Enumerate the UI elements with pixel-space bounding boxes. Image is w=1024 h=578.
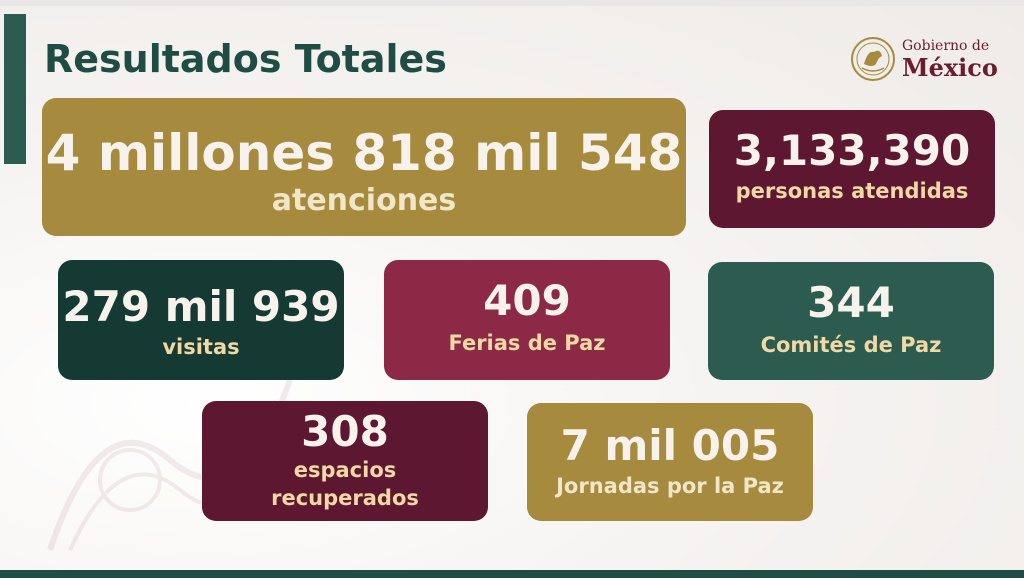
stat-label: Comités de Paz (760, 333, 942, 357)
mexico-seal-icon (851, 37, 895, 81)
stat-card-visitas: 279 mil 939 visitas (58, 260, 344, 380)
stat-value: 3,133,390 (733, 126, 971, 175)
bottom-bar (0, 570, 1024, 578)
stat-value: 279 mil 939 (62, 282, 340, 331)
stat-value: 308 (301, 407, 389, 456)
stat-card-atenciones: 4 millones 818 mil 548 atenciones (42, 98, 686, 236)
top-rule (0, 0, 1024, 6)
stat-card-jornadas-por-la-paz: 7 mil 005 Jornadas por la Paz (527, 403, 813, 521)
page-title: Resultados Totales (44, 37, 447, 81)
stat-label: Jornadas por la Paz (556, 474, 784, 498)
stat-card-ferias-de-paz: 409 Ferias de Paz (384, 260, 670, 380)
stat-value: 7 mil 005 (560, 421, 780, 470)
stat-card-espacios-recuperados: 308 espacios recuperados (202, 401, 488, 521)
stat-value: 344 (807, 278, 895, 327)
stat-label: atenciones (271, 183, 457, 218)
logo-line-1: Gobierno de (902, 38, 990, 54)
stat-value: 409 (483, 276, 571, 325)
stat-label-line-1: espacios (293, 458, 397, 482)
side-accent-bar (4, 14, 26, 164)
logo-line-2: México (902, 53, 998, 82)
stat-value: 4 millones 818 mil 548 (45, 124, 683, 182)
stat-card-personas-atendidas: 3,133,390 personas atendidas (709, 110, 995, 228)
gobierno-de-mexico-logo: Gobierno de México (848, 34, 1008, 84)
stat-card-comites-de-paz: 344 Comités de Paz (708, 262, 994, 380)
stat-label: Ferias de Paz (448, 331, 606, 355)
stat-label: visitas (162, 335, 240, 359)
stat-label: personas atendidas (735, 179, 969, 203)
stat-label-line-2: recuperados (271, 486, 419, 510)
